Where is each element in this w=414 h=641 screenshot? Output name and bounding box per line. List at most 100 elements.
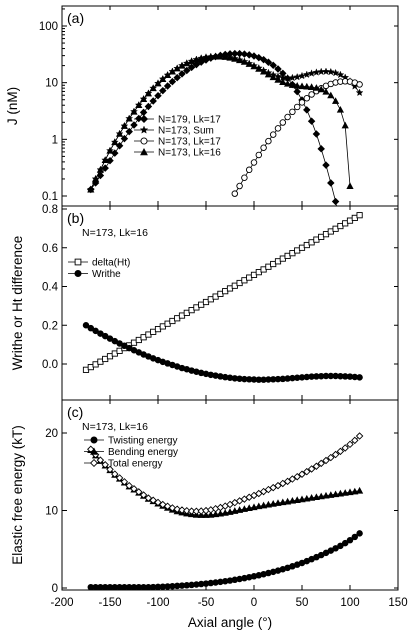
data-point <box>336 447 345 456</box>
data-point <box>351 436 359 445</box>
data-point <box>202 511 210 518</box>
data-point <box>312 130 321 138</box>
data-point <box>178 70 186 78</box>
data-point <box>125 114 133 122</box>
data-point <box>274 76 282 83</box>
data-point <box>298 470 306 478</box>
legend-marker <box>90 436 98 444</box>
data-point <box>322 67 330 75</box>
data-point <box>250 503 258 511</box>
data-point <box>154 79 162 87</box>
data-point <box>322 161 330 169</box>
data-point <box>163 82 172 90</box>
data-point <box>216 52 225 60</box>
data-point <box>336 489 345 497</box>
x-tick-label: 0 <box>251 597 257 609</box>
data-point <box>120 134 129 143</box>
data-point <box>245 504 253 511</box>
data-point <box>236 182 243 190</box>
data-point <box>240 50 249 58</box>
y-tick-label: 10 <box>45 506 58 518</box>
data-point <box>120 122 129 129</box>
panel-label: (b) <box>67 210 84 226</box>
data-point <box>307 117 316 125</box>
data-point <box>159 75 167 82</box>
data-point <box>317 85 325 93</box>
legend-entry: N=173, Lk=17 <box>158 137 221 148</box>
data-point <box>352 250 358 256</box>
data-point <box>178 506 186 514</box>
data-point <box>125 127 133 136</box>
panel-annotation: N=173, Lk=16 <box>82 227 148 239</box>
legend-entry: N=173, Sum <box>158 126 214 137</box>
data-point <box>331 97 340 104</box>
data-point <box>322 87 330 95</box>
panel-b: 0.8 0.6 0.4 0.2 0.0 (b)N=173, Lk=16 Writhe or … <box>10 204 399 401</box>
data-point <box>202 53 210 61</box>
data-point <box>293 72 302 81</box>
x-tick-label: -100 <box>146 597 169 609</box>
data-point <box>331 450 340 459</box>
data-point <box>356 530 363 537</box>
data-point <box>346 536 354 544</box>
data-point <box>303 95 311 102</box>
data-point <box>139 491 148 499</box>
data-point <box>144 89 153 97</box>
data-point <box>183 59 191 67</box>
data-point <box>259 55 268 64</box>
data-point <box>336 105 345 113</box>
data-point <box>331 197 340 206</box>
legend-marker <box>90 447 98 455</box>
series-line <box>90 56 360 190</box>
data-point <box>259 501 268 509</box>
legend-entry: Bending energy <box>108 447 178 458</box>
y-tick-label: 0.1 <box>42 191 58 203</box>
data-point <box>346 440 354 449</box>
data-point <box>341 444 349 452</box>
data-point <box>322 456 330 465</box>
data-point <box>211 52 220 60</box>
data-point <box>288 475 297 483</box>
data-point <box>274 499 282 506</box>
data-point <box>317 145 325 153</box>
legend: delta(Ht)Writhe <box>68 258 130 280</box>
legend-entry: delta(Ht) <box>92 258 130 269</box>
data-point <box>231 507 239 514</box>
data-point <box>327 453 335 462</box>
data-point <box>298 495 306 503</box>
data-point <box>245 60 253 67</box>
panel-label: (a) <box>67 10 84 26</box>
data-point <box>279 78 287 85</box>
data-point <box>274 481 282 490</box>
data-point <box>231 55 239 62</box>
data-point <box>173 505 181 513</box>
data-point <box>211 510 220 518</box>
data-point <box>327 179 335 187</box>
legend-marker <box>74 258 82 266</box>
series-layer <box>86 49 364 256</box>
data-point <box>163 71 172 79</box>
data-point <box>235 56 244 64</box>
data-point <box>120 478 129 486</box>
x-tick-label: 150 <box>388 597 407 609</box>
x-tick-label: -200 <box>50 597 73 609</box>
x-tick-label: -150 <box>98 597 121 609</box>
data-point <box>154 91 162 100</box>
legend-marker <box>89 458 99 468</box>
data-point <box>221 509 229 516</box>
data-point <box>154 498 162 507</box>
data-point <box>96 166 105 173</box>
data-point <box>331 490 340 498</box>
data-point <box>264 58 273 66</box>
data-point <box>101 164 109 172</box>
data-point <box>355 88 364 97</box>
data-point <box>293 496 301 503</box>
y-tick-label: 100 <box>39 21 58 33</box>
y-tick-label: 10 <box>45 78 58 90</box>
data-point <box>279 479 287 488</box>
data-point <box>341 121 349 129</box>
data-point <box>351 487 359 495</box>
data-point <box>293 103 301 111</box>
